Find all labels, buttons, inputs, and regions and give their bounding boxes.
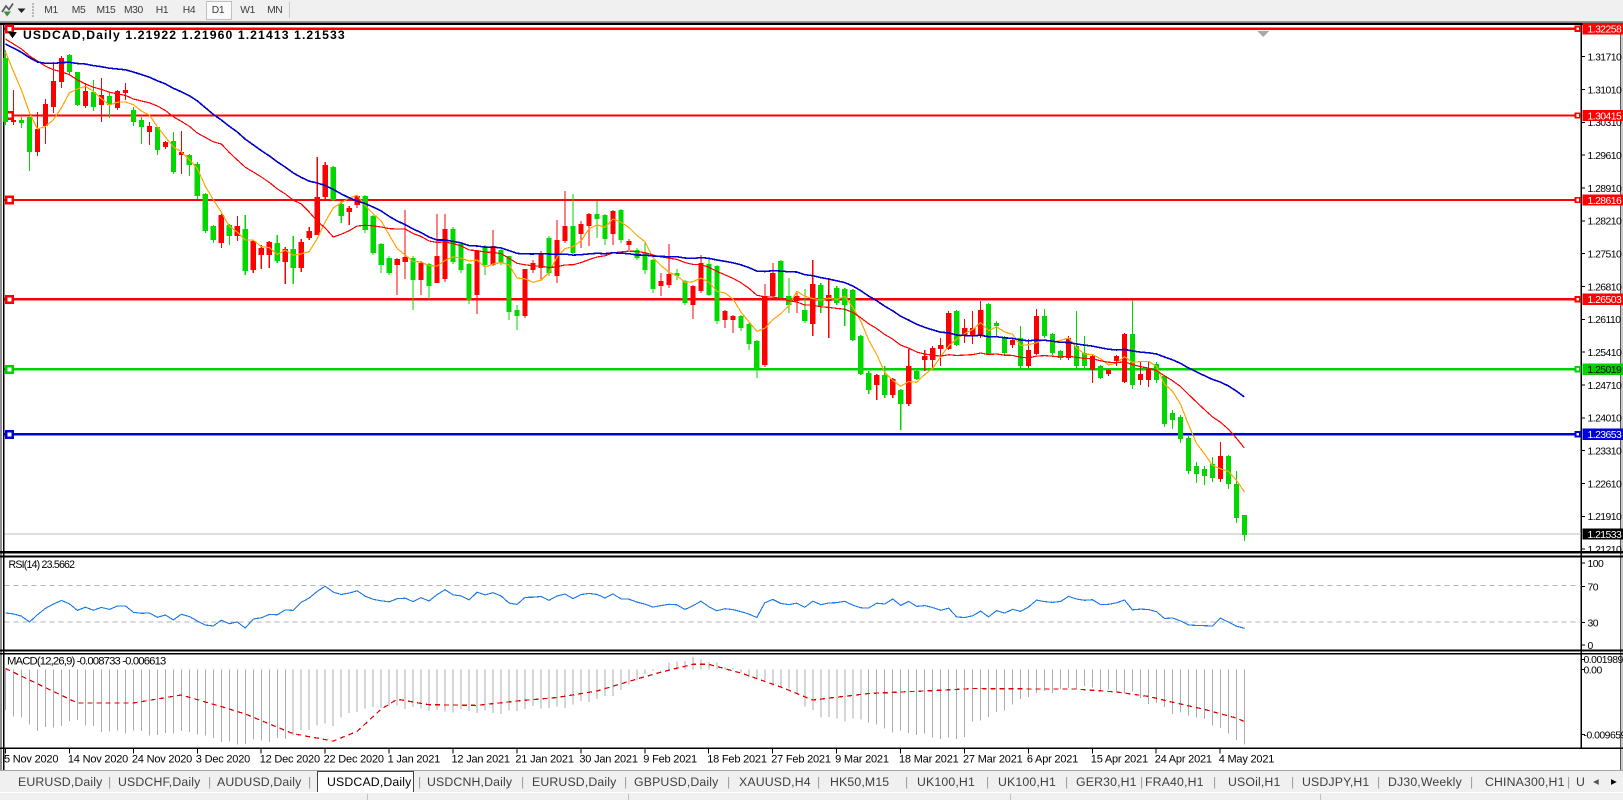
svg-text:1.28910: 1.28910 <box>1588 184 1622 195</box>
svg-text:6 Apr 2021: 6 Apr 2021 <box>1027 754 1078 766</box>
svg-text:9 Mar 2021: 9 Mar 2021 <box>835 754 889 766</box>
svg-text:4 May 2021: 4 May 2021 <box>1219 754 1275 766</box>
svg-text:12 Jan 2021: 12 Jan 2021 <box>452 754 510 766</box>
svg-text:3 Dec 2020: 3 Dec 2020 <box>196 754 250 766</box>
svg-text:70: 70 <box>1588 582 1599 593</box>
svg-text:1.28210: 1.28210 <box>1588 217 1622 228</box>
svg-text:1.25410: 1.25410 <box>1588 348 1622 359</box>
svg-text:1.23310: 1.23310 <box>1588 446 1622 457</box>
svg-text:18 Feb 2021: 18 Feb 2021 <box>707 754 767 766</box>
svg-text:-0.009659: -0.009659 <box>1584 730 1623 741</box>
svg-text:14 Nov 2020: 14 Nov 2020 <box>68 754 128 766</box>
svg-text:1.21910: 1.21910 <box>1588 512 1622 523</box>
svg-text:12 Dec 2020: 12 Dec 2020 <box>260 754 320 766</box>
svg-text:1.26110: 1.26110 <box>1588 315 1622 326</box>
svg-text:24 Nov 2020: 24 Nov 2020 <box>132 754 192 766</box>
svg-text:1.22610: 1.22610 <box>1588 479 1622 490</box>
svg-text:1.24010: 1.24010 <box>1588 414 1622 425</box>
svg-text:21 Jan 2021: 21 Jan 2021 <box>515 754 573 766</box>
svg-text:1.21210: 1.21210 <box>1588 545 1622 556</box>
svg-text:1.28616: 1.28616 <box>1588 196 1622 207</box>
svg-text:30: 30 <box>1588 618 1599 629</box>
svg-text:1.30415: 1.30415 <box>1588 111 1622 122</box>
svg-text:100: 100 <box>1588 559 1605 570</box>
svg-text:1.31010: 1.31010 <box>1588 85 1622 96</box>
svg-text:22 Dec 2020: 22 Dec 2020 <box>324 754 384 766</box>
svg-text:27 Feb 2021: 27 Feb 2021 <box>771 754 831 766</box>
svg-text:30 Jan 2021: 30 Jan 2021 <box>579 754 637 766</box>
svg-text:1.25019: 1.25019 <box>1588 365 1622 376</box>
svg-text:0.00: 0.00 <box>1584 665 1603 676</box>
svg-text:MACD(12,26,9) -0.008733 -0.006: MACD(12,26,9) -0.008733 -0.006613 <box>7 656 166 668</box>
svg-text:1.31710: 1.31710 <box>1588 53 1622 64</box>
svg-text:1.29610: 1.29610 <box>1588 151 1622 162</box>
svg-text:5 Nov 2020: 5 Nov 2020 <box>4 754 58 766</box>
svg-text:1.27510: 1.27510 <box>1588 249 1622 260</box>
svg-text:1.23653: 1.23653 <box>1588 430 1622 441</box>
svg-text:18 Mar 2021: 18 Mar 2021 <box>899 754 959 766</box>
svg-text:1.26810: 1.26810 <box>1588 282 1622 293</box>
svg-text:9 Feb 2021: 9 Feb 2021 <box>643 754 697 766</box>
svg-text:1.32258: 1.32258 <box>1588 25 1622 36</box>
svg-text:1 Jan 2021: 1 Jan 2021 <box>388 754 441 766</box>
svg-text:1.24710: 1.24710 <box>1588 381 1622 392</box>
svg-text:24 Apr 2021: 24 Apr 2021 <box>1155 754 1212 766</box>
svg-text:27 Mar 2021: 27 Mar 2021 <box>963 754 1023 766</box>
svg-text:1.26503: 1.26503 <box>1588 295 1622 306</box>
svg-text:USDCAD,Daily 1.21922 1.21960: USDCAD,Daily 1.21922 1.21960 1.21413 1.2… <box>23 28 346 42</box>
svg-text:15 Apr 2021: 15 Apr 2021 <box>1091 754 1148 766</box>
svg-text:RSI(14) 23.5662: RSI(14) 23.5662 <box>9 559 76 571</box>
svg-text:1.21533: 1.21533 <box>1588 530 1622 541</box>
svg-text:0: 0 <box>1588 641 1594 652</box>
